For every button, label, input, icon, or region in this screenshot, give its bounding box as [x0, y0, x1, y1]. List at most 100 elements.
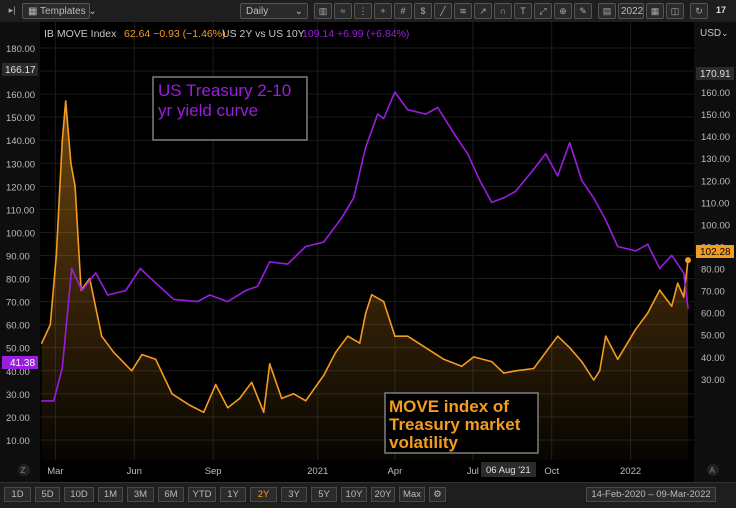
move-index-point — [64, 100, 67, 102]
bar-chart-icon[interactable]: ▥ — [314, 3, 332, 19]
date-range-display[interactable]: 14-Feb-2020 – 09-Mar-2022 — [586, 487, 716, 502]
crosshair-icon[interactable]: + — [374, 3, 392, 19]
range-button-20y[interactable]: 20Y — [371, 487, 395, 502]
annotation-icon[interactable]: ✎ — [574, 3, 592, 19]
move-index-point — [61, 139, 64, 142]
yield-curve-point — [352, 197, 355, 199]
settings-gear-icon[interactable]: ⚙ — [429, 487, 446, 502]
x-axis-tick-label: Sep — [205, 466, 222, 477]
left-axis-tick-label: 20.00 — [6, 413, 30, 424]
chevron-down-icon[interactable]: ⌄ — [721, 28, 729, 38]
move-index-point — [460, 365, 463, 367]
yield-curve-point — [244, 289, 247, 292]
arrow-tool-icon[interactable]: ↗ — [474, 3, 492, 19]
yield-curve-point — [466, 153, 469, 155]
range-button-1y[interactable]: 1Y — [220, 487, 246, 502]
right-axis-tick-label: 160.00 — [701, 88, 730, 99]
right-axis-tick-label: 50.00 — [701, 331, 725, 342]
range-button-6m[interactable]: 6M — [158, 487, 184, 502]
yield-curve-point — [682, 272, 685, 274]
range-button-10y[interactable]: 10Y — [341, 487, 367, 502]
move-index-point — [646, 312, 649, 314]
zoom-icon[interactable]: ⊕ — [554, 3, 572, 19]
yield-curve-point — [646, 243, 649, 246]
text-tool-icon[interactable]: T — [514, 3, 532, 19]
left-axis-tick-label: 50.00 — [6, 344, 30, 355]
x-axis-tick-label: Apr — [387, 466, 402, 477]
yield-curve-point — [568, 141, 571, 144]
indicators-icon[interactable]: ≈ — [334, 3, 352, 19]
left-axis-tick-label: 100.00 — [6, 228, 35, 239]
yield-curve-point — [70, 267, 73, 270]
refresh-icon[interactable]: ↻ — [690, 3, 708, 19]
yield-curve-point — [172, 298, 175, 301]
compare-icon[interactable]: ⋮ — [354, 3, 372, 19]
currency-dropdown[interactable]: USD — [700, 28, 721, 39]
left-axis-tick-label: 10.00 — [6, 436, 30, 447]
move-index-point — [502, 372, 505, 374]
chart-canvas[interactable]: 180.00170.00160.00150.00140.00130.00120.… — [0, 22, 736, 482]
range-button-max[interactable]: Max — [399, 487, 425, 502]
legend-series-1-values: 62.64 −0.93 (−1.46%) — [124, 28, 226, 40]
left-axis-tick-label: 40.00 — [6, 367, 30, 378]
x-axis-tick-label: Jun — [127, 466, 142, 477]
templates-dropdown[interactable]: ▦ Templates ⌄ — [22, 3, 97, 19]
table-icon[interactable]: ▦ — [646, 3, 664, 19]
measure-icon[interactable]: ⤢ — [534, 3, 552, 19]
top-toolbar: ▸| ▦ Templates ⌄ Daily ⌄ ▥ ≈ ⋮ + # $ ╱ ≋… — [0, 0, 736, 23]
chevron-down-icon: ⌄ — [294, 6, 303, 17]
left-axis-current-marker — [2, 356, 38, 369]
range-button-5y[interactable]: 5Y — [311, 487, 337, 502]
range-button-2y[interactable]: 2Y — [250, 487, 277, 502]
x-axis-tick-label: Mar — [47, 466, 63, 477]
right-axis-tick-label: 100.00 — [701, 220, 730, 231]
range-button-1m[interactable]: 1M — [98, 487, 123, 502]
left-axis-tick-label: 90.00 — [6, 252, 30, 263]
range-button-3m[interactable]: 3M — [127, 487, 154, 502]
magnet-icon[interactable]: ∩ — [494, 3, 512, 19]
year-button[interactable]: 2022 — [618, 3, 644, 19]
panel-toggle-icon[interactable]: ▸| — [8, 5, 16, 15]
yield-curve-point — [687, 307, 689, 310]
right-axis-tick-label: 70.00 — [701, 287, 725, 298]
left-axis-tick-label: 180.00 — [6, 44, 35, 55]
x-axis-tick-label: Oct — [544, 466, 559, 477]
range-button-3y[interactable]: 3Y — [281, 487, 307, 502]
move-index-point — [100, 335, 103, 337]
move-index-point — [74, 185, 76, 188]
yield-curve-point — [52, 400, 55, 402]
grid-icon[interactable]: # — [394, 3, 412, 19]
fib-icon[interactable]: ≋ — [454, 3, 472, 19]
move-index-point — [130, 369, 133, 372]
scroll-left-button[interactable] — [18, 464, 30, 476]
move-index-last-point — [685, 257, 691, 264]
yield-curve-annotation-line-2: yr yield curve — [158, 101, 258, 120]
move-index-point — [268, 363, 271, 365]
legend-series-2-values: 109.14 +6.99 (+6.84%) — [302, 28, 409, 40]
range-button-5d[interactable]: 5D — [35, 487, 60, 502]
layout-icon[interactable]: ▤ — [598, 3, 616, 19]
yield-curve-point — [124, 289, 127, 292]
currency-icon[interactable]: $ — [414, 3, 432, 19]
yield-curve-point — [61, 366, 64, 369]
move-index-point — [238, 397, 241, 400]
move-index-point — [292, 393, 295, 395]
left-axis-tick-label: 30.00 — [6, 390, 30, 401]
move-annotation-line-3: volatility — [389, 433, 459, 452]
yield-curve-point — [376, 113, 379, 115]
range-button-1d[interactable]: 1D — [4, 487, 31, 502]
yield-curve-point — [256, 285, 259, 287]
scroll-right-button[interactable] — [707, 464, 719, 476]
yield-curve-point — [634, 250, 637, 252]
move-index-point — [532, 367, 535, 370]
range-button-ytd[interactable]: YTD — [188, 487, 216, 502]
camera-icon[interactable]: ◫ — [666, 3, 684, 19]
move-index-point — [580, 360, 583, 363]
yield-curve-point — [544, 153, 547, 155]
line-tool-icon[interactable]: ╱ — [434, 3, 452, 19]
yield-curve-point — [304, 245, 307, 248]
range-button-10d[interactable]: 10D — [64, 487, 94, 502]
move-index-point — [322, 374, 325, 377]
move-index-point — [250, 381, 253, 384]
interval-dropdown[interactable]: Daily ⌄ — [240, 3, 308, 19]
